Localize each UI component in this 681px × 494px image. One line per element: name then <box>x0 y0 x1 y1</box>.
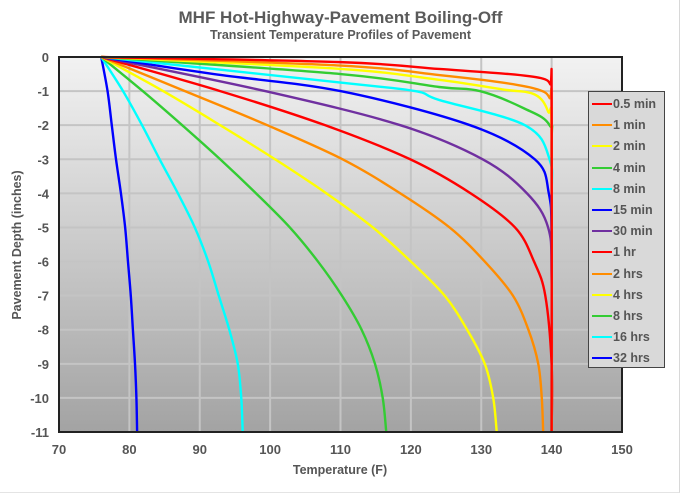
legend-swatch-icon <box>592 145 612 148</box>
legend-swatch-icon <box>592 315 612 317</box>
y-tick-label: -3 <box>37 152 49 167</box>
legend-item: 15 min <box>592 201 653 219</box>
y-tick-label: -7 <box>37 289 49 304</box>
legend-item: 2 hrs <box>592 265 643 283</box>
legend-swatch-icon <box>592 209 612 211</box>
legend-swatch-icon <box>592 187 612 190</box>
x-tick-label: 110 <box>330 442 351 457</box>
legend-swatch-icon <box>592 272 612 275</box>
legend-label: 15 min <box>613 203 653 217</box>
legend-item: 1 min <box>592 116 646 134</box>
series-line-32-hrs <box>100 56 139 433</box>
y-tick-label: -1 <box>37 84 49 99</box>
y-tick-label: -10 <box>30 391 49 406</box>
x-tick-label: 150 <box>611 442 633 457</box>
y-tick-label: -6 <box>37 255 49 270</box>
series-line-1-hr <box>100 55 554 433</box>
legend-label: 16 hrs <box>613 330 650 345</box>
series-line-8-hrs <box>100 56 388 433</box>
x-axis-label: Temperature (F) <box>293 463 387 477</box>
legend-swatch-icon <box>592 357 612 360</box>
legend-item: 30 min <box>592 222 653 240</box>
legend-label: 4 min <box>613 160 646 175</box>
legend-item: 4 hrs <box>592 286 643 304</box>
legend-label: 2 hrs <box>613 266 643 281</box>
legend-swatch-icon <box>592 251 612 254</box>
y-tick-label: -4 <box>37 186 49 201</box>
series-line-0-5-min <box>101 55 553 433</box>
legend-label: 1 min <box>613 118 646 133</box>
x-tick-label: 120 <box>400 442 422 457</box>
y-tick-label: 0 <box>42 50 49 65</box>
y-axis-ticks: 0 -1 -2 -3 -4 -5 -6 -7 -8 -9 -10 -11 <box>30 50 50 440</box>
data-series <box>100 55 554 433</box>
legend-swatch-icon <box>592 336 612 339</box>
legend-label: 2 min <box>613 139 646 154</box>
y-tick-label: -5 <box>37 220 49 235</box>
chart-title: MHF Hot-Highway-Pavement Boiling-Off <box>178 8 503 27</box>
x-tick-label: 140 <box>541 442 563 457</box>
x-tick-label: 70 <box>52 442 66 457</box>
legend-label: 1 hr <box>613 245 636 260</box>
legend-swatch-icon <box>592 103 612 105</box>
legend-label: 32 hrs <box>613 351 650 366</box>
chart-legend: 0.5 min 1 min 2 min 4 min 8 min 15 min 30 min 1… <box>588 91 665 368</box>
series-line-4-hrs <box>100 55 498 433</box>
legend-item: 2 min <box>592 137 646 155</box>
legend-swatch-icon <box>592 293 612 296</box>
legend-label: 4 hrs <box>613 287 643 302</box>
legend-item: 4 min <box>592 159 646 177</box>
y-tick-label: -8 <box>37 323 49 338</box>
y-axis-label: Pavement Depth (inches) <box>10 170 24 319</box>
x-tick-label: 100 <box>259 442 281 457</box>
x-tick-label: 130 <box>470 442 492 457</box>
legend-item: 32 hrs <box>592 349 650 367</box>
y-tick-label: -9 <box>37 357 49 372</box>
x-tick-label: 90 <box>193 442 207 457</box>
legend-item: 8 min <box>592 180 646 198</box>
legend-item: 1 hr <box>592 243 636 261</box>
legend-swatch-icon <box>592 166 612 169</box>
legend-item: 16 hrs <box>592 328 650 346</box>
legend-label: 0.5 min <box>613 97 657 111</box>
legend-swatch-icon <box>592 230 612 233</box>
y-tick-label: -2 <box>37 118 49 133</box>
series-line-2-hrs <box>100 55 545 433</box>
series-line-16-hrs <box>100 56 244 433</box>
y-tick-label: -11 <box>31 425 49 440</box>
legend-label: 8 min <box>613 181 646 196</box>
chart-subtitle: Transient Temperature Profiles of Paveme… <box>210 28 471 42</box>
x-tick-label: 80 <box>122 442 136 457</box>
legend-label: 30 min <box>613 224 653 239</box>
legend-item: 8 hrs <box>592 307 643 325</box>
x-axis-ticks: 70 80 90 100 110 120 130 140 150 <box>52 442 633 457</box>
legend-item: 0.5 min <box>592 95 656 113</box>
legend-swatch-icon <box>592 124 612 127</box>
legend-label: 8 hrs <box>613 309 643 323</box>
